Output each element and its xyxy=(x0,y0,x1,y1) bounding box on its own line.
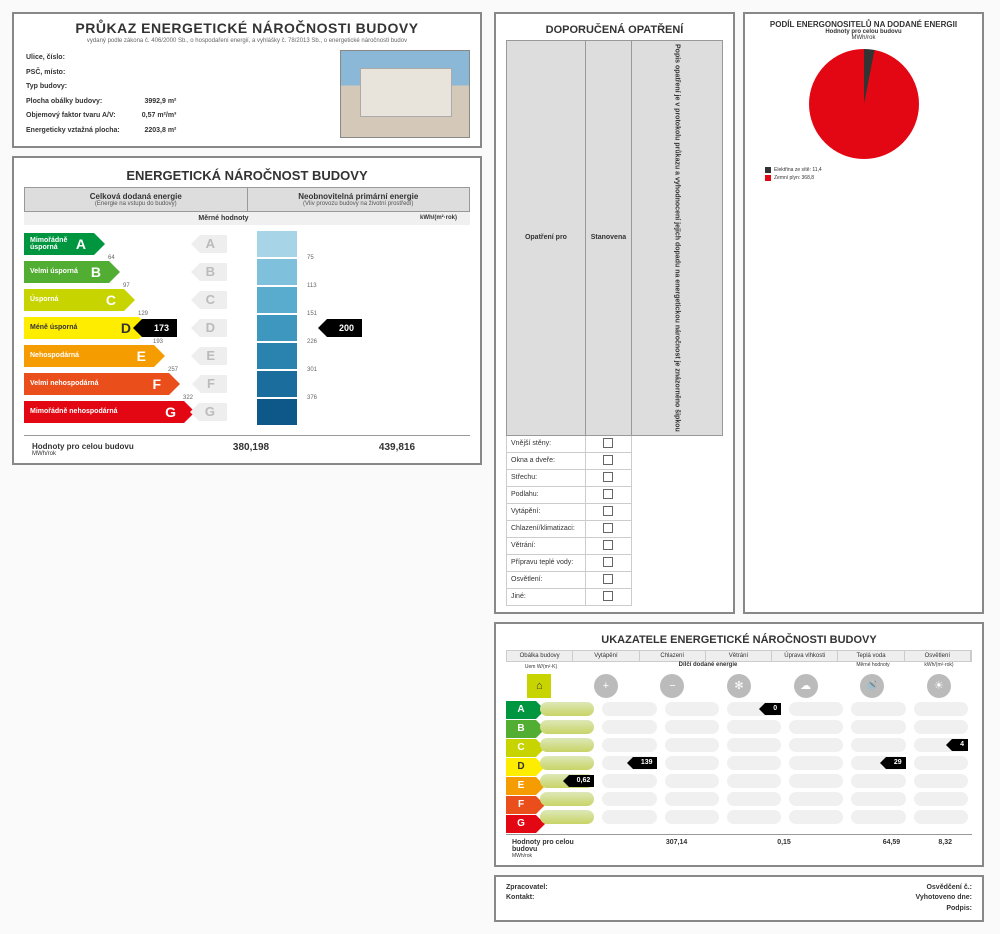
footer-panel: Zpracovatel:Osvědčení č.: Kontakt:Vyhoto… xyxy=(494,875,984,923)
grade-E: NehospodárnáE xyxy=(24,345,154,367)
total-2: 439,816 xyxy=(324,442,470,457)
info-table: Ulice, číslo: PSČ, místo: Typ budovy: Pl… xyxy=(24,50,178,140)
grade-B: Velmi úspornáB xyxy=(24,261,109,283)
header-panel: PRŮKAZ ENERGETICKÉ NÁROČNOSTI BUDOVY vyd… xyxy=(12,12,482,148)
grade-F: Velmi nehospodárnáF xyxy=(24,373,169,395)
energy-title: ENERGETICKÁ NÁROČNOST BUDOVY xyxy=(24,164,470,187)
pie-panel: PODÍL ENERGONOSITELŮ NA DODANÉ ENERGII H… xyxy=(743,12,984,614)
grade-D: Méně úspornáD xyxy=(24,317,139,339)
grade-A: Mimořádně úspornáA xyxy=(24,233,94,255)
energy-panel: ENERGETICKÁ NÁROČNOST BUDOVY Celková dod… xyxy=(12,156,482,465)
grade-G: Mimořádně nehospodárnáG xyxy=(24,401,184,423)
total-1: 380,198 xyxy=(178,442,324,457)
grade-C: ÚspornáC xyxy=(24,289,124,311)
opatreni-panel: DOPORUČENÁ OPATŘENÍ Opatření proStanoven… xyxy=(494,12,735,614)
pie-chart xyxy=(809,49,919,159)
main-title: PRŮKAZ ENERGETICKÉ NÁROČNOSTI BUDOVY xyxy=(24,20,470,36)
building-photo xyxy=(340,50,470,138)
ukazatele-panel: UKAZATELE ENERGETICKÉ NÁROČNOSTI BUDOVY … xyxy=(494,622,984,867)
main-subtitle: vydaný podle zákona č. 406/2000 Sb., o h… xyxy=(24,38,470,44)
